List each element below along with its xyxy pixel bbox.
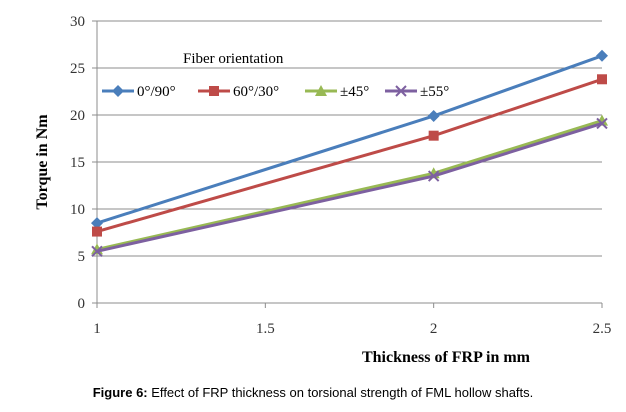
- legend-item-3: ±55°: [385, 84, 449, 100]
- y-axis-title: Torque in Nm: [34, 114, 51, 210]
- data-point-1-0: [92, 226, 102, 237]
- legend-label-1: 60°/30°: [233, 84, 279, 100]
- y-tick-labels: 0 5 10 15 20 25 30: [70, 14, 85, 312]
- legend-marker-1: [209, 86, 219, 96]
- series-line-0: [96, 54, 603, 225]
- figure-caption: Figure 6: Effect of FRP thickness on tor…: [0, 385, 626, 400]
- data-point-3-2: [596, 117, 608, 130]
- data-point-1-1: [428, 130, 439, 141]
- y-tick-label-3: 15: [70, 155, 85, 171]
- data-point-0-0: [91, 217, 103, 230]
- legend-marker-0: [112, 85, 124, 97]
- caption-text: Effect of FRP thickness on torsional str…: [151, 385, 534, 400]
- x-tick-label-1: 1.5: [256, 321, 275, 337]
- line-chart: 0 5 10 15 20 25 30 1 1.5 2 2.5 Fiber orientation …: [34, 14, 611, 366]
- legend-item-1: 60°/30°: [198, 84, 279, 100]
- x-tick-label-3: 2.5: [593, 321, 612, 337]
- y-tick-label-5: 25: [70, 61, 85, 77]
- x-tick-labels: 1 1.5 2 2.5: [93, 321, 611, 337]
- caption-label: Figure 6:: [92, 385, 148, 400]
- data-point-0-1: [427, 109, 440, 122]
- axes: [92, 20, 603, 308]
- data-point-1-2: [597, 74, 607, 85]
- y-tick-label-0: 0: [78, 296, 86, 312]
- legend-item-2: ±45°: [305, 84, 369, 100]
- y-tick-label-2: 10: [70, 202, 85, 218]
- legend-item-0: 0°/90°: [102, 84, 176, 100]
- x-tick-label-0: 1: [93, 321, 101, 337]
- legend-label-0: 0°/90°: [137, 84, 176, 100]
- series-3: [91, 117, 608, 258]
- legend-marker-2: [315, 85, 327, 96]
- y-tick-label-1: 5: [78, 249, 86, 265]
- series-0: [91, 49, 608, 230]
- grid-lines: [97, 20, 602, 304]
- legend: Fiber orientation 0°/90° 60°/30° ±45° ±55°: [102, 51, 449, 100]
- legend-title: Fiber orientation: [183, 51, 284, 67]
- series-line-2: [96, 119, 603, 251]
- series-2: [91, 114, 608, 255]
- data-point-3-0: [91, 245, 103, 258]
- x-tick-label-2: 2: [430, 321, 438, 337]
- y-tick-label-6: 30: [70, 14, 85, 30]
- data-point-3-1: [427, 170, 440, 182]
- x-axis-title: Thickness of FRP in mm: [362, 349, 531, 366]
- legend-marker-3: [395, 85, 407, 97]
- data-point-0-2: [596, 49, 608, 62]
- series-group: [91, 49, 608, 258]
- legend-label-3: ±55°: [420, 84, 449, 100]
- legend-label-2: ±45°: [340, 84, 369, 100]
- series-1: [92, 74, 607, 237]
- y-tick-label-4: 20: [70, 108, 85, 124]
